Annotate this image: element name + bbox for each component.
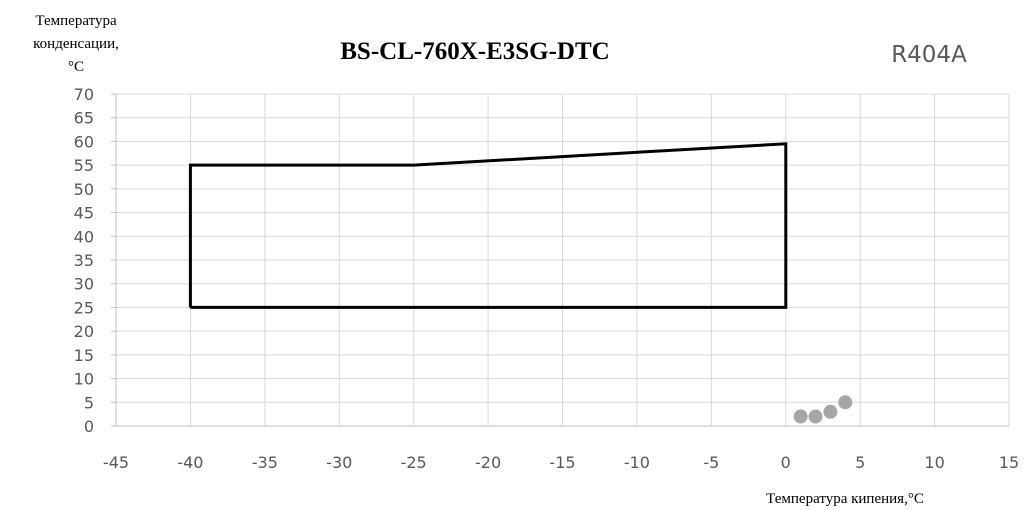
y-axis-label-line-1: Температура [35,13,117,29]
x-tick-label: -20 [475,453,501,472]
x-tick-label: -5 [703,453,719,472]
x-tick-label: -10 [624,453,650,472]
x-tick-label: -40 [177,453,203,472]
y-tick-label: 25 [74,298,94,317]
grid [116,93,1010,426]
y-tick-label: 50 [74,180,94,199]
tick-labels: -45 -40 -35 -30 -25 -20 -15 -10 -5 0 5 10 15 0 5 10 15 20… [74,85,1020,472]
y-tick-label: 70 [74,85,94,104]
x-tick-label: 5 [855,453,865,472]
y-tick-label: 5 [84,393,94,412]
y-tick-label: 55 [74,156,94,175]
y-axis-label-line-3: °C [68,59,84,75]
scatter-point [838,395,853,410]
y-tick-label: 45 [74,204,94,223]
y-tick-label: 30 [74,275,94,294]
scatter-point [793,409,808,424]
x-tick-label: -30 [326,453,352,472]
plot-area [188,142,853,424]
y-tick-label: 60 [74,132,94,151]
y-tick-label: 0 [84,417,94,436]
scatter-point [808,409,823,424]
y-tick-label: 10 [74,370,94,389]
y-tick-label: 35 [74,251,94,270]
refrigerant-label: R404A [891,42,967,68]
y-tick-label: 65 [74,109,94,128]
chart-title: BS-CL-760X-E3SG-DTC [340,38,609,65]
scatter-point [823,404,838,419]
x-tick-label: -45 [103,453,129,472]
y-tick-label: 40 [74,227,94,246]
x-tick-label: 0 [781,453,791,472]
x-tick-label: -35 [252,453,278,472]
x-tick-label: -25 [401,453,427,472]
y-tick-label: 20 [74,322,94,341]
x-tick-label: 10 [924,453,944,472]
x-axis-label: Температура кипения,°C [766,491,924,507]
axes [111,93,1009,427]
x-tick-label: 15 [999,453,1019,472]
envelope-line [188,142,788,309]
x-tick-label: -15 [549,453,575,472]
y-tick-label: 15 [74,346,94,365]
y-axis-label-line-2: конденсации, [33,36,119,52]
